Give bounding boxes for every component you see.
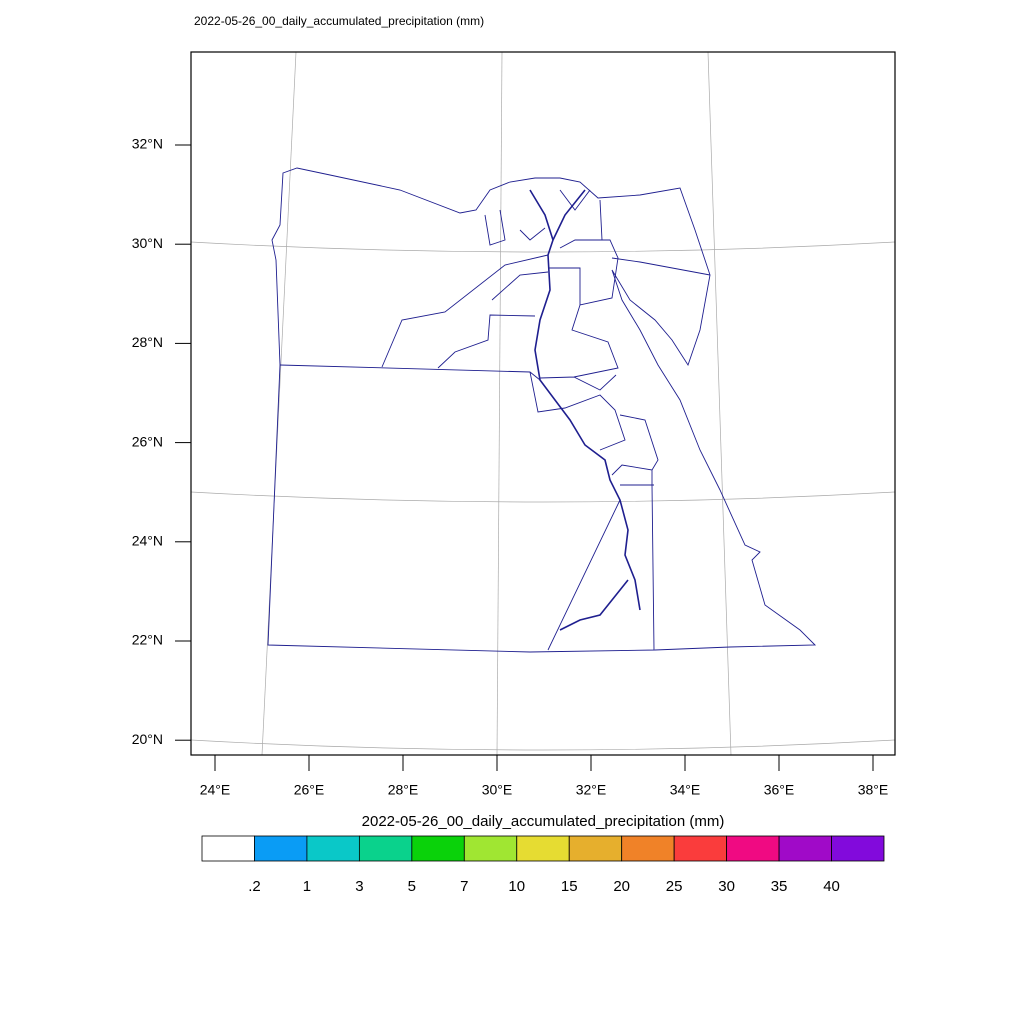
nile-river bbox=[529, 189, 641, 631]
parallel bbox=[190, 739, 896, 751]
map-title: 2022-05-26_00_daily_accumulated_precipit… bbox=[194, 14, 484, 28]
color-swatch bbox=[306, 835, 360, 862]
country-border bbox=[267, 167, 817, 653]
color-swatch bbox=[411, 835, 465, 862]
color-swatch bbox=[516, 835, 570, 862]
graticule bbox=[190, 51, 896, 756]
colorbar: .2 1 3 5 7 10 15 20 25 30 35 40 bbox=[201, 835, 885, 895]
colorbar-label: .2 bbox=[248, 878, 261, 895]
latitude-label: 30°N bbox=[132, 235, 163, 251]
colorbar-label: 20 bbox=[613, 878, 630, 895]
colorbar-label: 15 bbox=[561, 878, 578, 895]
colorbar-label: 3 bbox=[355, 878, 363, 895]
parallel bbox=[190, 241, 896, 253]
longitude-label: 26°E bbox=[294, 782, 325, 798]
color-swatch bbox=[673, 835, 728, 862]
meridian bbox=[496, 51, 503, 756]
latitude-label: 32°N bbox=[132, 136, 163, 152]
colorbar-label: 7 bbox=[460, 878, 468, 895]
meridian bbox=[261, 51, 297, 756]
meridian bbox=[707, 51, 732, 756]
parallel bbox=[190, 491, 896, 503]
color-swatch bbox=[778, 835, 832, 862]
color-swatch bbox=[726, 835, 780, 862]
color-swatch bbox=[358, 835, 413, 862]
longitude-label: 24°E bbox=[200, 782, 231, 798]
colorbar-label: 35 bbox=[771, 878, 788, 895]
latitude-label: 20°N bbox=[132, 731, 163, 747]
longitude-label: 28°E bbox=[388, 782, 419, 798]
colorbar-label: 5 bbox=[408, 878, 416, 895]
color-swatch bbox=[568, 835, 623, 862]
longitude-label: 32°E bbox=[576, 782, 607, 798]
latitude-label: 28°N bbox=[132, 334, 163, 350]
longitude-label: 30°E bbox=[482, 782, 513, 798]
latitude-label: 24°N bbox=[132, 533, 163, 549]
color-swatch bbox=[254, 835, 308, 862]
longitude-label: 38°E bbox=[858, 782, 889, 798]
latitude-ticks: 32°N 30°N 28°N 26°N 24°N 22°N 20°N bbox=[132, 136, 191, 747]
longitude-label: 34°E bbox=[670, 782, 701, 798]
colorbar-label: 30 bbox=[718, 878, 735, 895]
color-swatch bbox=[201, 835, 255, 862]
colorbar-label: 40 bbox=[823, 878, 840, 895]
colorbar-label: 25 bbox=[666, 878, 683, 895]
color-swatch bbox=[621, 835, 675, 862]
latitude-label: 26°N bbox=[132, 433, 163, 449]
colorbar-title: 2022-05-26_00_daily_accumulated_precipit… bbox=[362, 813, 725, 830]
map-frame bbox=[190, 51, 896, 756]
colorbar-label: 1 bbox=[303, 878, 311, 895]
longitude-ticks: 24°E 26°E 28°E 30°E 32°E 34°E 36°E 38°E bbox=[200, 755, 889, 798]
longitude-label: 36°E bbox=[764, 782, 795, 798]
egypt-map bbox=[267, 167, 817, 653]
province-border bbox=[279, 189, 711, 651]
latitude-label: 22°N bbox=[132, 632, 163, 648]
color-swatch bbox=[463, 835, 518, 862]
colorbar-label: 10 bbox=[508, 878, 525, 895]
color-swatch bbox=[831, 835, 885, 862]
